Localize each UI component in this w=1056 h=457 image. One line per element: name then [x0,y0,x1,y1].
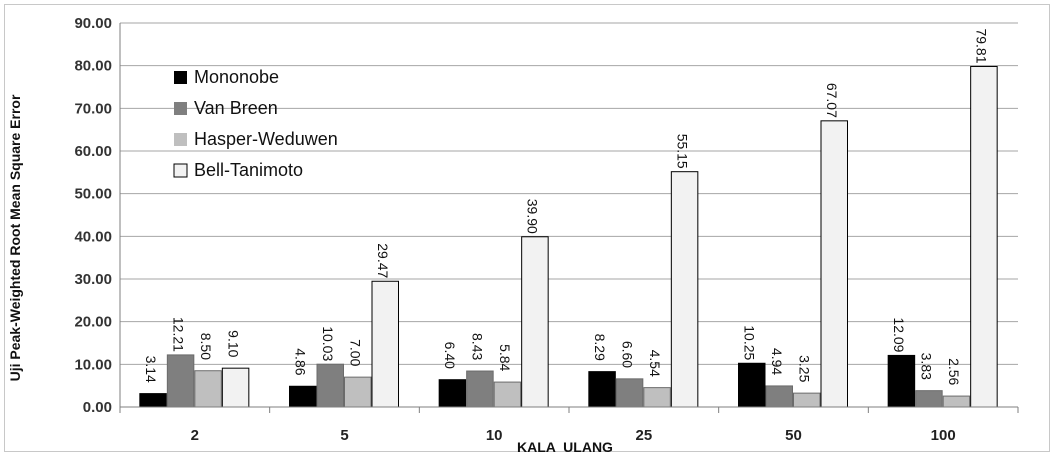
data-label: 12.09 [891,317,907,352]
data-label: 4.54 [647,350,663,377]
legend-label: Van Breen [194,98,278,118]
bar [887,354,916,408]
bar [344,376,372,408]
legend-swatch [174,133,187,146]
bar [316,363,344,408]
bar [371,280,399,408]
bar [942,395,971,408]
y-tick-label: 30.00 [74,271,112,288]
data-label: 10.03 [320,326,336,361]
bar [738,362,766,408]
y-tick-label: 90.00 [74,15,112,32]
data-label: 7.00 [348,339,364,366]
bar [221,367,250,408]
data-label: 8.43 [470,333,486,360]
y-tick-label: 10.00 [74,356,112,373]
data-label: 6.40 [442,342,458,369]
y-tick-label: 80.00 [74,58,112,75]
bar [670,171,699,408]
data-label: 67.07 [824,83,840,118]
data-label: 12.21 [170,317,186,352]
bar [438,379,467,408]
data-label: 9.10 [225,330,241,357]
data-label: 79.81 [974,28,990,63]
y-tick-label: 60.00 [74,143,112,160]
legend-label: Bell-Tanimoto [194,160,303,180]
legend-swatch [174,71,187,84]
gridlines [120,22,1018,365]
bar [493,381,522,408]
x-tick-label: 25 [635,427,652,444]
legend: Mononobe Van Breen Hasper-Weduwen Bell-Tani… [173,67,338,180]
bars [139,65,998,408]
data-label: 8.50 [198,333,214,360]
data-label: 4.94 [769,348,785,375]
data-label: 2.56 [946,358,962,385]
axes: 0.00 10.00 20.00 30.00 40.00 50.00 60.00 70.00 8… [74,15,1019,444]
data-label: 3.25 [797,355,813,382]
legend-swatch [174,102,187,115]
bar [166,354,195,408]
legend-label: Mononobe [194,67,279,87]
bar [521,236,549,408]
bar [615,378,644,408]
bar [970,65,998,408]
bar [793,392,821,408]
x-tick-label: 50 [785,427,802,444]
data-label: 8.29 [592,334,608,361]
data-label: 4.86 [293,348,309,375]
data-label: 3.14 [143,356,159,383]
bar [765,385,793,408]
data-labels: 3.14 4.86 6.40 8.29 10.25 12.09 12.21 10.03 8.43… [143,28,990,385]
y-axis-title: Uji Peak-Weighted Root Mean Square Error [7,94,23,381]
bar [820,120,848,408]
bar [139,393,167,408]
bar [588,371,616,408]
bar [643,387,671,408]
bar [194,370,222,408]
y-tick-label: 40.00 [74,228,112,245]
bar [466,370,494,408]
y-tick-label: 0.00 [83,399,112,416]
y-tick-label: 70.00 [74,100,112,117]
legend-label: Hasper-Weduwen [194,129,338,149]
bar [289,385,317,408]
x-tick-label: 2 [191,427,199,444]
x-axis-title: KALA ULANG [517,439,613,455]
x-tick-label: 100 [931,427,956,444]
data-label: 3.83 [919,353,935,380]
x-tick-label: 10 [486,427,503,444]
data-label: 39.90 [525,199,541,234]
y-tick-label: 20.00 [74,314,112,331]
bar [915,390,943,408]
legend-swatch [173,163,188,178]
data-label: 29.47 [375,243,391,278]
x-tick-label: 5 [340,427,348,444]
data-label: 55.15 [674,134,690,169]
y-tick-label: 50.00 [74,186,112,203]
data-label: 6.60 [619,341,635,368]
data-label: 5.84 [497,344,513,371]
data-label: 10.25 [742,325,758,360]
